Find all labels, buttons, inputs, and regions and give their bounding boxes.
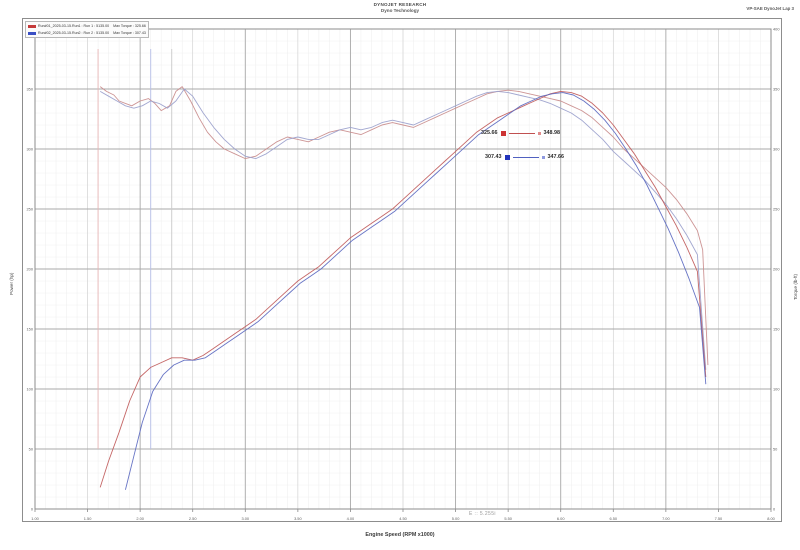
callout-blue-right-value: 347.66 xyxy=(547,154,565,160)
legend-swatch-column: Run#01_2025-03-15.Run1 : Run 1 : 5135.00… xyxy=(28,23,109,36)
y-axis-left-title: Power (hp) xyxy=(9,272,14,295)
series-run-2-torque xyxy=(99,88,707,370)
svg-text:0: 0 xyxy=(31,506,34,511)
svg-text:5.50: 5.50 xyxy=(504,516,512,521)
legend-metric-column: Max Torque : 325.66 Max Torque : 307.43 xyxy=(113,23,146,36)
svg-text:300: 300 xyxy=(27,146,34,151)
svg-text:1.50: 1.50 xyxy=(84,516,92,521)
svg-text:300: 300 xyxy=(773,146,780,151)
x-axis-title: Engine Speed (RPM x1000) xyxy=(365,532,435,538)
legend-swatch-run2 xyxy=(28,31,36,35)
y-axis-right-title: Torque (lb-ft) xyxy=(793,273,798,300)
header-right-info: VP-SAE DynoJet Lap 3 xyxy=(746,6,794,11)
svg-text:7.00: 7.00 xyxy=(662,516,670,521)
svg-text:50: 50 xyxy=(773,446,778,451)
plot-area: 1.00 1.50 2.00 2.50 3.00 3.50 4.00 4.50 5.00 5.50… xyxy=(23,19,783,523)
svg-text:350: 350 xyxy=(773,86,780,91)
svg-text:50: 50 xyxy=(29,446,34,451)
callout-red-right-value: 348.98 xyxy=(543,130,561,136)
svg-text:5.00: 5.00 xyxy=(452,516,460,521)
chart-subtitle: Dyno Technology xyxy=(380,8,420,13)
legend-metric-run1: Max Torque : 325.66 xyxy=(113,23,146,29)
callout-peak-red[interactable]: 325.66 348.98 xyxy=(481,130,560,136)
legend[interactable]: Run#01_2025-03-15.Run1 : Run 1 : 5135.00… xyxy=(25,21,149,38)
svg-text:250: 250 xyxy=(27,206,34,211)
series-run-2-power xyxy=(124,92,707,490)
svg-text:250: 250 xyxy=(773,206,780,211)
svg-text:200: 200 xyxy=(27,266,34,271)
callout-red-left-value: 325.66 xyxy=(481,130,498,136)
svg-text:400: 400 xyxy=(773,26,780,31)
svg-text:4.00: 4.00 xyxy=(347,516,355,521)
callout-red-marker xyxy=(500,130,506,136)
svg-text:0: 0 xyxy=(773,506,776,511)
svg-text:150: 150 xyxy=(773,326,780,331)
callout-blue-marker xyxy=(504,154,510,160)
legend-metric-run2: Max Torque : 307.43 xyxy=(113,30,146,36)
svg-text:2.50: 2.50 xyxy=(189,516,197,521)
chart-title: DYNOJET RESEARCH xyxy=(373,2,427,7)
svg-text:100: 100 xyxy=(27,386,34,391)
callout-blue-connector xyxy=(512,156,539,158)
legend-label-run2: Run#02_2025-03-15.Run2 : Run 2 : 5135.00 xyxy=(38,31,110,35)
svg-text:150: 150 xyxy=(27,326,34,331)
series-run-1-power xyxy=(99,90,707,488)
svg-text:4.50: 4.50 xyxy=(399,516,407,521)
callout-red-endpoint xyxy=(537,131,541,135)
svg-text:6.00: 6.00 xyxy=(557,516,565,521)
callout-blue-left-value: 307.43 xyxy=(485,154,502,160)
svg-text:3.00: 3.00 xyxy=(241,516,249,521)
legend-row-run1[interactable]: Run#01_2025-03-15.Run1 : Run 1 : 5135.00 xyxy=(28,23,109,29)
callout-peak-blue[interactable]: 307.43 347.66 xyxy=(485,154,564,160)
svg-text:8.00: 8.00 xyxy=(767,516,775,521)
legend-metric-text-run1: Max Torque : 325.66 xyxy=(113,24,146,28)
svg-text:1.00: 1.00 xyxy=(31,516,39,521)
callout-red-connector xyxy=(508,132,535,134)
svg-text:350: 350 xyxy=(27,86,34,91)
legend-swatch-run1 xyxy=(28,24,36,28)
svg-text:200: 200 xyxy=(773,266,780,271)
svg-text:100: 100 xyxy=(773,386,780,391)
legend-metric-text-run2: Max Torque : 307.43 xyxy=(113,31,146,35)
watermark-text: E :: 5.255i xyxy=(469,511,496,517)
legend-row-run2[interactable]: Run#02_2025-03-15.Run2 : Run 2 : 5135.00 xyxy=(28,30,109,36)
series-run-1-torque xyxy=(99,86,709,366)
svg-text:2.00: 2.00 xyxy=(136,516,144,521)
svg-text:6.50: 6.50 xyxy=(609,516,617,521)
svg-text:3.50: 3.50 xyxy=(294,516,302,521)
plot-frame: 1.00 1.50 2.00 2.50 3.00 3.50 4.00 4.50 5.00 5.50… xyxy=(22,18,782,522)
svg-text:7.50: 7.50 xyxy=(715,516,723,521)
callout-blue-endpoint xyxy=(541,155,545,159)
legend-label-run1: Run#01_2025-03-15.Run1 : Run 1 : 5135.00 xyxy=(38,24,110,28)
